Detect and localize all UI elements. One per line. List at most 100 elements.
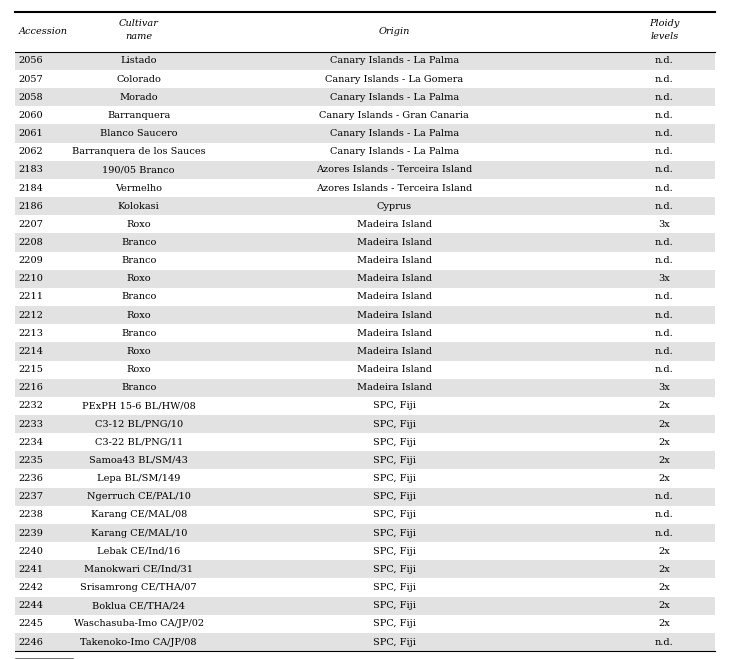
Bar xyxy=(15,415,715,433)
Bar xyxy=(15,379,715,397)
Text: SPC, Fiji: SPC, Fiji xyxy=(373,401,415,411)
Text: Roxo: Roxo xyxy=(126,347,151,356)
Bar xyxy=(15,215,715,233)
Bar xyxy=(15,469,715,488)
Bar xyxy=(15,12,715,52)
Text: Samoa43 BL/SM/43: Samoa43 BL/SM/43 xyxy=(89,456,188,465)
Text: 2209: 2209 xyxy=(18,256,43,265)
Text: Madeira Island: Madeira Island xyxy=(357,274,431,283)
Bar xyxy=(15,397,715,415)
Bar xyxy=(15,451,715,469)
Text: n.d.: n.d. xyxy=(655,238,674,247)
Bar xyxy=(15,596,715,615)
Text: n.d.: n.d. xyxy=(655,129,674,138)
Text: Canary Islands - La Palma: Canary Islands - La Palma xyxy=(330,57,458,65)
Text: 2211: 2211 xyxy=(18,293,43,301)
Bar xyxy=(15,360,715,379)
Text: 2216: 2216 xyxy=(18,384,43,392)
Text: 2244: 2244 xyxy=(18,601,43,610)
Text: n.d.: n.d. xyxy=(655,165,674,175)
Text: Roxo: Roxo xyxy=(126,365,151,374)
Text: SPC, Fiji: SPC, Fiji xyxy=(373,474,415,483)
Text: 2060: 2060 xyxy=(18,111,43,120)
Text: 2213: 2213 xyxy=(18,329,43,338)
Bar xyxy=(15,197,715,215)
Bar xyxy=(15,252,715,270)
Text: Canary Islands - La Gomera: Canary Islands - La Gomera xyxy=(325,74,464,84)
Text: Vermelho: Vermelho xyxy=(115,183,162,192)
Text: Lepa BL/SM/149: Lepa BL/SM/149 xyxy=(97,474,180,483)
Text: 2186: 2186 xyxy=(18,202,43,211)
Text: SPC, Fiji: SPC, Fiji xyxy=(373,456,415,465)
Text: Morado: Morado xyxy=(120,93,158,101)
Text: n.d.: n.d. xyxy=(655,637,674,646)
Bar xyxy=(15,106,715,125)
Bar xyxy=(15,633,715,651)
Text: 2x: 2x xyxy=(658,474,670,483)
Text: 2057: 2057 xyxy=(18,74,43,84)
Text: Srisamrong CE/THA/07: Srisamrong CE/THA/07 xyxy=(80,583,197,592)
Text: SPC, Fiji: SPC, Fiji xyxy=(373,583,415,592)
Text: Takenoko-Imo CA/JP/08: Takenoko-Imo CA/JP/08 xyxy=(80,637,197,646)
Text: n.d.: n.d. xyxy=(655,365,674,374)
Text: 2x: 2x xyxy=(658,601,670,610)
Text: Lebak CE/Ind/16: Lebak CE/Ind/16 xyxy=(97,547,180,556)
Text: n.d.: n.d. xyxy=(655,202,674,211)
Text: 2208: 2208 xyxy=(18,238,43,247)
Bar xyxy=(15,233,715,252)
Text: Branco: Branco xyxy=(121,256,156,265)
Text: Madeira Island: Madeira Island xyxy=(357,384,431,392)
Bar xyxy=(15,343,715,360)
Text: Branco: Branco xyxy=(121,293,156,301)
Text: Ngerruch CE/PAL/10: Ngerruch CE/PAL/10 xyxy=(87,492,191,501)
Text: Colorado: Colorado xyxy=(116,74,161,84)
Text: n.d.: n.d. xyxy=(655,183,674,192)
Text: 2058: 2058 xyxy=(18,93,43,101)
Text: n.d.: n.d. xyxy=(655,492,674,501)
Text: n.d.: n.d. xyxy=(655,510,674,519)
Text: 3x: 3x xyxy=(658,274,670,283)
Text: n.d.: n.d. xyxy=(655,256,674,265)
Text: 2236: 2236 xyxy=(18,474,43,483)
Text: 2x: 2x xyxy=(658,547,670,556)
Text: Blanco Saucero: Blanco Saucero xyxy=(100,129,177,138)
Text: 2235: 2235 xyxy=(18,456,43,465)
Text: 2237: 2237 xyxy=(18,492,43,501)
Text: 3x: 3x xyxy=(658,220,670,229)
Text: Roxo: Roxo xyxy=(126,310,151,320)
Bar xyxy=(15,433,715,451)
Text: Origin: Origin xyxy=(379,27,410,36)
Text: SPC, Fiji: SPC, Fiji xyxy=(373,510,415,519)
Text: n.d.: n.d. xyxy=(655,93,674,101)
Text: levels: levels xyxy=(650,32,678,41)
Text: Canary Islands - Gran Canaria: Canary Islands - Gran Canaria xyxy=(319,111,469,120)
Text: 2056: 2056 xyxy=(18,57,43,65)
Text: Ploidy: Ploidy xyxy=(649,18,680,28)
Text: 2239: 2239 xyxy=(18,529,43,538)
Bar xyxy=(15,288,715,306)
Text: 2207: 2207 xyxy=(18,220,43,229)
Text: 2x: 2x xyxy=(658,565,670,574)
Text: 2062: 2062 xyxy=(18,147,43,156)
Text: 2245: 2245 xyxy=(18,619,43,628)
Text: SPC, Fiji: SPC, Fiji xyxy=(373,529,415,538)
Text: Canary Islands - La Palma: Canary Islands - La Palma xyxy=(330,93,458,101)
Text: Madeira Island: Madeira Island xyxy=(357,329,431,338)
Text: SPC, Fiji: SPC, Fiji xyxy=(373,492,415,501)
Bar xyxy=(15,488,715,506)
Text: n.d.: n.d. xyxy=(655,111,674,120)
Text: 2210: 2210 xyxy=(18,274,43,283)
Text: Boklua CE/THA/24: Boklua CE/THA/24 xyxy=(92,601,185,610)
Text: Roxo: Roxo xyxy=(126,274,151,283)
Text: SPC, Fiji: SPC, Fiji xyxy=(373,601,415,610)
Text: C3-12 BL/PNG/10: C3-12 BL/PNG/10 xyxy=(95,420,182,428)
Text: Canary Islands - La Palma: Canary Islands - La Palma xyxy=(330,129,458,138)
Text: 2246: 2246 xyxy=(18,637,43,646)
Text: Madeira Island: Madeira Island xyxy=(357,310,431,320)
Text: SPC, Fiji: SPC, Fiji xyxy=(373,547,415,556)
Text: Madeira Island: Madeira Island xyxy=(357,256,431,265)
Text: Karang CE/MAL/10: Karang CE/MAL/10 xyxy=(91,529,187,538)
Text: 2242: 2242 xyxy=(18,583,43,592)
Text: Canary Islands - La Palma: Canary Islands - La Palma xyxy=(330,147,458,156)
Text: 3x: 3x xyxy=(658,384,670,392)
